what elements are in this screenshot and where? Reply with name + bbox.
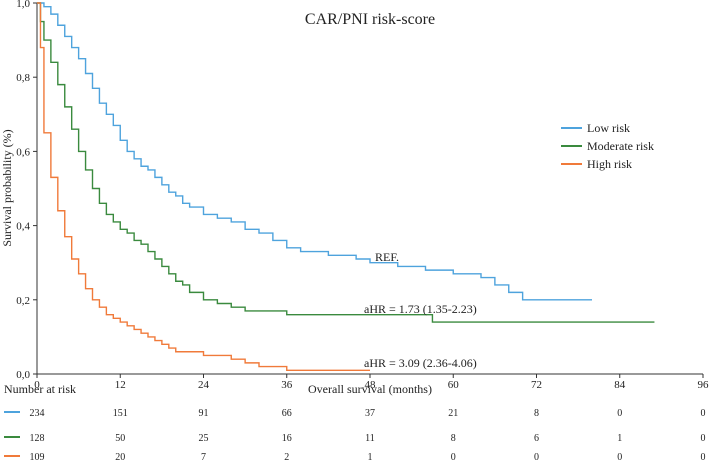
legend-label-low-risk: Low risk <box>587 121 630 135</box>
x-tick-label: 48 <box>365 379 377 391</box>
y-tick-label: 0,8 <box>16 72 30 84</box>
risk-count-high-risk: 0 <box>617 452 622 461</box>
x-tick-label: 36 <box>281 379 293 391</box>
risk-table-header: Number at risk <box>4 382 76 396</box>
curve-annotations: REF. aHR = 1.73 (1.35-2.23) aHR = 3.09 (2.… <box>364 250 477 370</box>
risk-count-low-risk: 91 <box>199 408 209 419</box>
low-risk-survival-curve <box>37 2 592 301</box>
x-ticks: 0 12 24 36 48 60 72 84 96 <box>34 374 709 391</box>
legend-label-high-risk: High risk <box>587 157 632 171</box>
axes <box>36 3 703 375</box>
y-tick-label: 0,0 <box>16 369 30 381</box>
y-tick-label: 1,0 <box>16 0 30 10</box>
low-risk-annotation: REF. <box>375 250 399 264</box>
moderate-risk-annotation: aHR = 1.73 (1.35-2.23) <box>364 302 477 316</box>
risk-count-low-risk: 0 <box>617 408 622 419</box>
y-tick-label: 0,2 <box>16 295 30 307</box>
risk-count-low-risk: 151 <box>113 408 128 419</box>
x-tick-label: 0 <box>34 379 40 391</box>
legend-label-moderate-risk: Moderate risk <box>587 139 654 153</box>
y-ticks: 0,0 0,2 0,4 0,6 0,8 1,0 <box>16 0 37 381</box>
risk-count-low-risk: 8 <box>534 408 539 419</box>
x-axis-label: Overall survival (months) <box>308 382 432 396</box>
risk-count-low-risk: 234 <box>30 408 45 419</box>
x-tick-label: 12 <box>115 379 126 391</box>
risk-count-moderate-risk: 0 <box>701 433 706 444</box>
risk-count-moderate-risk: 1 <box>617 433 622 444</box>
x-tick-label: 60 <box>448 379 460 391</box>
risk-count-moderate-risk: 6 <box>534 433 539 444</box>
high-risk-survival-curve <box>37 2 370 371</box>
risk-count-high-risk: 109 <box>30 452 45 461</box>
high-risk-annotation: aHR = 3.09 (2.36-4.06) <box>364 356 477 370</box>
legend: Low risk Moderate risk High risk <box>561 121 654 171</box>
risk-count-high-risk: 0 <box>701 452 706 461</box>
x-tick-label: 84 <box>614 379 626 391</box>
risk-count-low-risk: 37 <box>365 408 375 419</box>
moderate-risk-survival-curve <box>37 2 655 323</box>
risk-count-high-risk: 7 <box>201 452 206 461</box>
risk-count-moderate-risk: 128 <box>30 433 45 444</box>
risk-count-low-risk: 0 <box>701 408 706 419</box>
x-tick-label: 72 <box>531 379 542 391</box>
risk-count-moderate-risk: 11 <box>365 433 375 444</box>
risk-count-low-risk: 66 <box>282 408 292 419</box>
risk-count-high-risk: 0 <box>534 452 539 461</box>
x-tick-label: 96 <box>698 379 709 391</box>
chart-title: CAR/PNI risk-score <box>305 11 435 28</box>
risk-count-high-risk: 2 <box>284 452 289 461</box>
risk-count-moderate-risk: 8 <box>451 433 456 444</box>
risk-count-high-risk: 20 <box>115 452 125 461</box>
y-tick-label: 0,6 <box>16 146 30 158</box>
risk-count-moderate-risk: 50 <box>115 433 125 444</box>
risk-count-high-risk: 0 <box>451 452 456 461</box>
y-axis-label: Survival probability (%) <box>0 129 14 246</box>
risk-count-moderate-risk: 25 <box>199 433 209 444</box>
survival-curves <box>37 2 655 371</box>
risk-count-high-risk: 1 <box>368 452 373 461</box>
risk-count-moderate-risk: 16 <box>282 433 292 444</box>
y-tick-label: 0,4 <box>16 221 30 233</box>
x-tick-label: 24 <box>198 379 210 391</box>
risk-count-low-risk: 21 <box>448 408 458 419</box>
